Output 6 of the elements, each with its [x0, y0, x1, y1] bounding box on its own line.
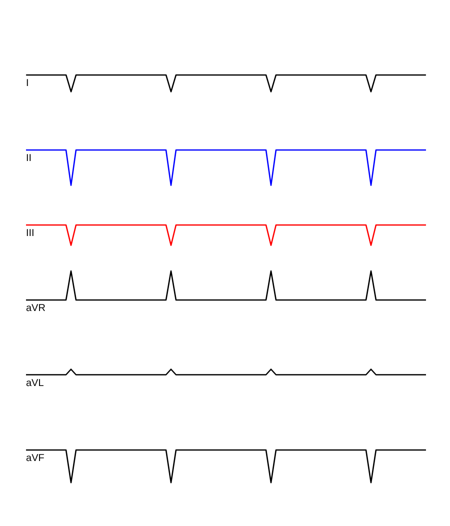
series-label: I: [26, 78, 29, 89]
series-label: aVF: [26, 453, 44, 464]
series-label: aVL: [26, 378, 44, 389]
series-label: II: [26, 153, 32, 164]
series-label: III: [26, 228, 34, 239]
series-label: aVR: [26, 303, 46, 314]
